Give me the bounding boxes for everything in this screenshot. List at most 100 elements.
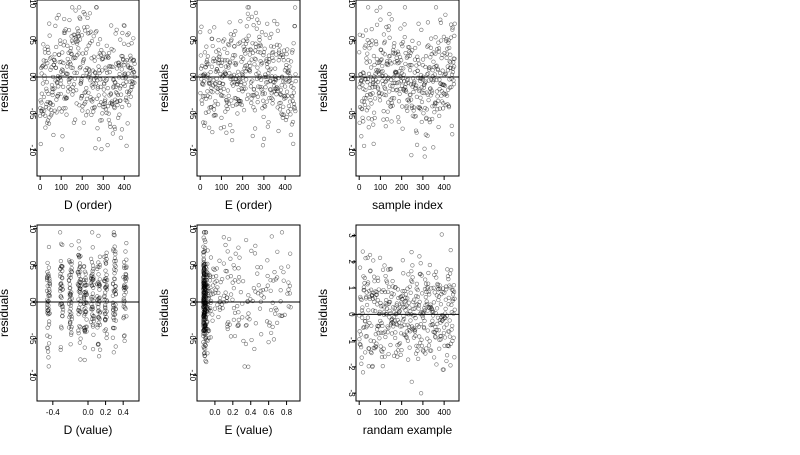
data-point [279,230,285,235]
data-point [441,330,447,336]
data-point [252,346,257,352]
data-point [208,300,213,305]
data-point [436,297,441,303]
data-point [379,57,384,62]
data-point [206,296,211,301]
data-point [102,328,107,333]
data-point [84,300,89,306]
data-point [265,65,270,70]
data-point [84,96,90,101]
data-point [201,78,207,84]
data-point [202,353,207,358]
data-point [408,290,413,295]
data-point [376,287,381,292]
data-point [227,71,232,76]
data-point [276,128,281,134]
data-point [371,274,377,279]
data-point [236,279,241,284]
data-point [91,266,96,271]
data-point [450,27,455,32]
data-point [365,315,371,320]
data-point [199,98,204,103]
data-point [199,63,204,68]
data-point [92,104,97,110]
data-point [227,20,232,25]
data-point [218,280,223,285]
data-point [414,130,419,135]
data-point [245,299,250,304]
data-point [368,268,373,273]
data-point [443,297,448,302]
data-point [446,38,451,43]
data-point [66,325,72,330]
data-point [99,147,104,152]
data-point [432,330,437,335]
data-point [201,266,207,271]
data-point [417,254,422,259]
data-point [446,302,451,307]
data-point [42,50,48,55]
data-point [277,48,282,53]
data-point [256,70,261,75]
data-point [397,341,403,346]
data-point [399,83,405,88]
data-point [45,44,50,50]
data-point [438,337,443,342]
data-point [261,295,266,300]
data-point [124,79,129,84]
data-point [243,86,248,91]
data-point [258,265,264,270]
data-point [287,64,292,69]
data-point [266,340,271,345]
data-point [203,315,208,320]
data-point [251,87,257,92]
data-point [387,11,392,17]
data-point [241,56,246,61]
data-point [423,281,429,286]
data-point [265,283,270,288]
data-point [292,23,298,29]
data-point [281,278,286,283]
data-point [220,57,225,62]
data-point [208,255,214,260]
data-point [363,296,369,301]
data-point [404,104,409,109]
data-point [81,73,86,79]
data-point [43,125,48,130]
data-point [262,46,267,51]
data-point [244,77,249,82]
data-point [53,65,59,71]
data-point [447,59,452,64]
x-tick-label: 0.0 [82,408,94,417]
data-point [53,23,58,28]
data-point [268,79,273,84]
data-point [263,85,268,90]
data-point [378,17,383,22]
data-point [441,34,447,39]
data-point [410,275,415,280]
data-point [448,35,454,40]
data-point [444,287,449,292]
data-point [64,112,69,117]
data-point [258,50,263,55]
data-point [284,52,289,57]
data-point [69,51,74,56]
data-point [361,143,367,149]
data-point [247,52,252,57]
data-point [376,91,381,96]
data-point [66,27,72,33]
data-point [360,70,366,75]
data-point [371,258,376,263]
data-point [406,80,411,86]
data-point [357,265,363,270]
data-point [396,342,402,347]
data-point [430,322,435,327]
data-point [203,327,208,332]
data-point [205,54,210,59]
data-point [103,65,108,70]
data-point [380,267,386,272]
data-point [101,51,106,56]
data-point [369,26,374,32]
data-point [371,141,376,146]
data-point [431,300,436,305]
